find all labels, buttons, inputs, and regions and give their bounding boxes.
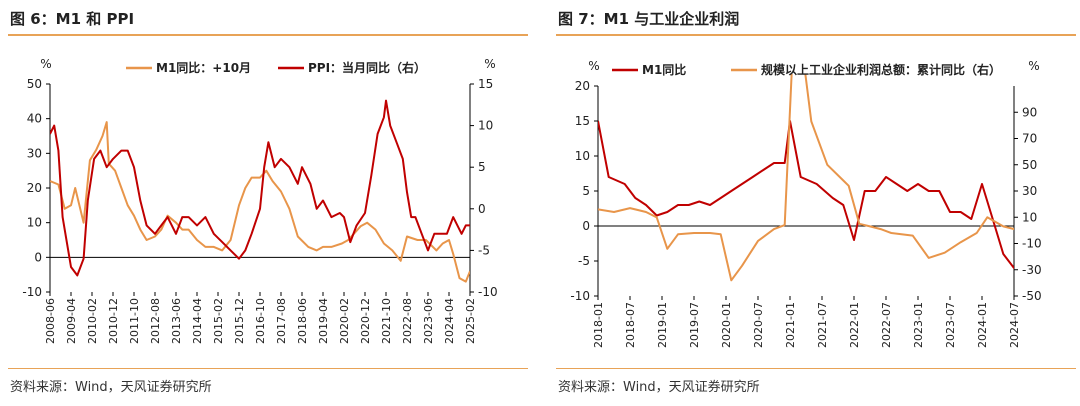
x-axis-tick-label: 2023-07	[944, 302, 957, 348]
panel-figure-7: 图 7：M1 与工业企业利润 %% 20 15 10 5 0 -5 -10 90 70 50 30 10…	[556, 0, 1076, 406]
x-axis-tick-label: 2018-07	[624, 302, 637, 348]
right-axis-tick-label: 70	[1022, 132, 1037, 146]
left-axis-unit: %	[40, 57, 51, 71]
right-axis-unit: %	[1028, 59, 1039, 73]
x-axis-tick-label: 2008-06	[44, 298, 57, 344]
x-axis-tick-label: 2024-01	[976, 302, 989, 348]
x-axis-tick-label: 2018-01	[592, 302, 605, 348]
right-axis-tick-label: 30	[1022, 184, 1037, 198]
panel-figure-6: 图 6：M1 和 PPI %% 50 40 30 20 10 0 -10 15 10 5 0 -5 -10…	[8, 0, 528, 406]
x-axis-tick-label: 2012-08	[149, 298, 162, 344]
legend-label-2: 规模以上工业企业利润总额：累计同比（右）	[761, 62, 1001, 77]
right-axis-tick-label: -10	[1022, 237, 1042, 251]
x-axis-tick-label: 2010-12	[107, 298, 120, 344]
figure-7-chart: % %20151050-5-109070503010-10-30-502018-0…	[570, 59, 1042, 348]
figure-6-bottom-rule	[8, 368, 528, 369]
left-axis-tick-label: 15	[575, 114, 590, 128]
left-axis-tick-label: 0	[34, 250, 42, 264]
left-axis-tick-label: -5	[578, 254, 590, 268]
left-axis-tick-label: -10	[570, 289, 590, 303]
x-axis-tick-label: 2016-10	[254, 298, 267, 344]
right-axis-tick-label: 10	[478, 119, 493, 133]
x-axis-tick-label: 2011-10	[128, 298, 141, 344]
left-axis-tick-label: 5	[582, 184, 590, 198]
x-axis-tick-label: 2024-07	[1008, 302, 1021, 348]
x-axis-tick-label: 2019-04	[317, 298, 330, 344]
x-axis-tick-label: 2022-07	[880, 302, 893, 348]
x-axis-tick-label: 2015-12	[233, 298, 246, 344]
x-axis-tick-label: 2020-12	[359, 298, 372, 344]
right-axis-tick-label: 10	[1022, 210, 1037, 224]
right-axis-unit: %	[484, 57, 495, 71]
series-line-2	[50, 99, 470, 277]
x-axis-tick-label: 2024-04	[443, 298, 456, 344]
left-axis-tick-label: 50	[27, 77, 42, 91]
figure-6-top-rule	[8, 34, 528, 36]
right-axis-tick-label: -50	[1022, 289, 1042, 303]
x-axis-tick-label: 2021-07	[816, 302, 829, 348]
x-axis-tick-label: 2017-08	[275, 298, 288, 344]
x-axis-tick-label: 2022-01	[848, 302, 861, 348]
left-axis-tick-label: 0	[582, 219, 590, 233]
right-axis-tick-label: 90	[1022, 105, 1037, 119]
right-axis-tick-label: 50	[1022, 158, 1037, 172]
x-axis-tick-label: 2025-02	[464, 298, 477, 344]
x-axis-tick-label: 2023-01	[912, 302, 925, 348]
x-axis-tick-label: 2020-07	[752, 302, 765, 348]
right-axis-tick-label: 5	[478, 160, 486, 174]
figure-7-top-rule	[556, 34, 1076, 36]
x-axis-tick-label: 2020-01	[720, 302, 733, 348]
right-axis-tick-label: -10	[478, 285, 498, 299]
left-axis-unit: %	[588, 59, 599, 73]
left-axis-tick-label: 10	[575, 149, 590, 163]
x-axis-tick-label: 2021-01	[784, 302, 797, 348]
figure-7-source: 资料来源：Wind，天风证券研究所	[558, 380, 760, 395]
left-axis-tick-label: -10	[22, 285, 42, 299]
figure-7-title: 图 7：M1 与工业企业利润	[558, 10, 740, 28]
x-axis-tick-label: 2023-06	[422, 298, 435, 344]
left-axis-tick-label: 20	[575, 79, 590, 93]
series-line-1	[598, 120, 1014, 270]
left-axis-tick-label: 30	[27, 146, 42, 160]
right-axis-tick-label: -5	[478, 243, 490, 257]
legend-label-1: M1同比	[642, 62, 686, 77]
right-axis-tick-label: -30	[1022, 263, 1042, 277]
figure-6-title: 图 6：M1 和 PPI	[10, 10, 135, 28]
left-axis-tick-label: 10	[27, 216, 42, 230]
x-axis-tick-label: 2013-06	[170, 298, 183, 344]
legend-label-2: PPI：当月同比（右）	[308, 60, 426, 75]
right-axis-tick-label: 0	[478, 202, 486, 216]
x-axis-tick-label: 2018-06	[296, 298, 309, 344]
series-line-1	[50, 121, 470, 283]
x-axis-tick-label: 2020-02	[338, 298, 351, 344]
left-axis-tick-label: 40	[27, 112, 42, 126]
x-axis-tick-label: 2010-02	[86, 298, 99, 344]
x-axis-tick-label: 2022-08	[401, 298, 414, 344]
x-axis-tick-label: 2019-07	[688, 302, 701, 348]
x-axis-tick-label: 2014-04	[191, 298, 204, 344]
figure-6-source: 资料来源：Wind，天风证券研究所	[10, 380, 212, 395]
right-axis-tick-label: 15	[478, 77, 493, 91]
figure-7-bottom-rule	[556, 368, 1076, 369]
x-axis-tick-label: 2009-04	[65, 298, 78, 344]
x-axis-tick-label: 2021-10	[380, 298, 393, 344]
left-axis-tick-label: 20	[27, 181, 42, 195]
legend-label-1: M1同比：+10月	[156, 60, 251, 75]
x-axis-tick-label: 2015-02	[212, 298, 225, 344]
series-line-2	[598, 74, 1014, 282]
x-axis-tick-label: 2019-01	[656, 302, 669, 348]
